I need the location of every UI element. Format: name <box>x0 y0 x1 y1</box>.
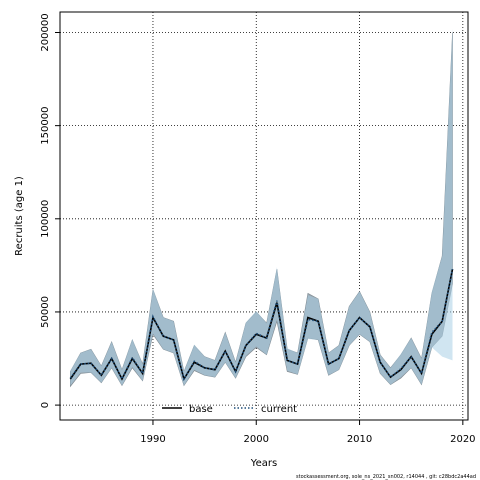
legend-label-base: base <box>189 404 213 415</box>
y-axis-title: Recruits (age 1) <box>14 176 25 256</box>
series-line-base <box>69 268 454 382</box>
x-tick-label-2010: 2010 <box>347 434 372 445</box>
y-axis: 0 50000 100000 150000 200000 <box>40 13 60 408</box>
grid-lines <box>60 12 468 420</box>
x-tick-label-2020: 2020 <box>450 434 475 445</box>
confidence-band-current <box>70 28 453 386</box>
plot-frame <box>59 11 469 421</box>
x-tick-label-2000: 2000 <box>244 434 269 445</box>
x-axis: 1990 2000 2010 2020 <box>140 420 476 445</box>
y-tick-label-100000: 100000 <box>40 200 51 238</box>
y-tick-label-50000: 50000 <box>40 296 51 328</box>
legend-label-current: current <box>261 404 297 415</box>
legend: base current <box>162 404 297 415</box>
y-tick-label-200000: 200000 <box>40 13 51 51</box>
footer-credit: stockassessment.org, sole_ns_2021_sn002,… <box>296 474 476 480</box>
y-tick-label-150000: 150000 <box>40 107 51 145</box>
y-tick-label-0: 0 <box>40 402 51 408</box>
x-axis-title: Years <box>250 458 277 469</box>
x-tick-label-1990: 1990 <box>140 434 165 445</box>
series-line-current <box>69 268 454 382</box>
